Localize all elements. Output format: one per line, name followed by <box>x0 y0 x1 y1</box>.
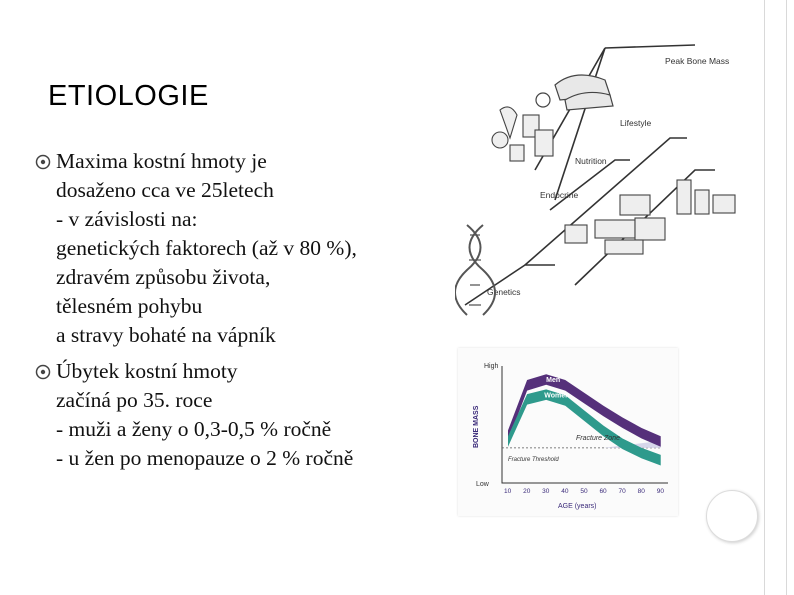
circle-bullet-icon <box>35 154 51 170</box>
series-band-men <box>508 374 661 447</box>
x-tick-label: 50 <box>580 488 588 495</box>
x-tick-label: 20 <box>523 488 531 495</box>
peak-bone-mass-figure: Peak Bone Mass Lifestyle Nutrition Endoc… <box>455 44 736 316</box>
ball-icon <box>535 92 551 108</box>
fracture-zone-label: Fracture Zone <box>576 435 620 442</box>
bottles-icon <box>564 179 736 255</box>
bone-mass-chart-frame: High Low BONE MASS AGE (years) Men Women … <box>458 348 678 516</box>
food-items-icon <box>491 106 554 162</box>
x-ticks: 10 20 30 40 50 60 70 80 90 <box>504 488 664 495</box>
bullet-line: a stravy bohaté na vápník <box>56 323 276 347</box>
bone-mass-chart: High Low BONE MASS AGE (years) MenWomen … <box>473 363 668 510</box>
bullet-item: Úbytek kostní hmoty začíná po 35. roce -… <box>34 357 434 473</box>
bullet-line: - u žen po menopauze o 2 % ročně <box>56 446 354 470</box>
label-peak-bone-mass: Peak Bone Mass <box>665 56 729 66</box>
x-tick-label: 30 <box>542 488 550 495</box>
bullet-line: dosaženo cca ve 25letech <box>56 178 274 202</box>
bullet-line: tělesném pohybu <box>56 294 203 318</box>
bullet-line: - muži a ženy o 0,3-0,5 % ročně <box>56 417 332 441</box>
y-axis-label: BONE MASS <box>473 405 480 448</box>
bullet-line: Úbytek kostní hmoty <box>56 359 238 383</box>
bullet-line: genetických faktorech (až v 80 %), <box>56 236 357 260</box>
slide-title: ETIOLOGIE <box>48 80 209 112</box>
x-tick-label: 40 <box>561 488 569 495</box>
series-band-women <box>508 389 661 466</box>
x-tick-label: 60 <box>599 488 607 495</box>
label-genetics: Genetics <box>487 287 521 297</box>
fracture-zone-band <box>603 440 661 448</box>
x-tick-label: 70 <box>619 488 627 495</box>
label-lifestyle: Lifestyle <box>620 118 651 128</box>
series-label-women: Women <box>544 392 569 399</box>
label-nutrition: Nutrition <box>575 156 607 166</box>
circle-bullet-icon <box>35 364 51 380</box>
series-label-men: Men <box>546 377 560 384</box>
frame-line <box>764 0 765 595</box>
frame-line <box>786 0 787 595</box>
x-tick-label: 90 <box>657 488 665 495</box>
decorative-circle <box>706 490 758 542</box>
bullet-line: začíná po 35. roce <box>56 388 213 412</box>
dna-helix-icon <box>455 224 496 316</box>
bullet-text: Maxima kostní hmoty je <box>56 147 267 176</box>
y-tick-high: High <box>484 363 499 370</box>
chart-series: Men Women <box>508 374 661 466</box>
sneakers-icon <box>554 74 614 111</box>
x-tick-label: 10 <box>504 488 512 495</box>
bullet-line: - v závislosti na: <box>56 207 198 231</box>
bullet-line: Maxima kostní hmoty je <box>56 149 267 173</box>
x-axis-label: AGE (years) <box>558 503 597 510</box>
fracture-threshold-label: Fracture Threshold <box>508 457 559 463</box>
label-endocrine: Endocrine <box>540 190 579 200</box>
bullet-text: Úbytek kostní hmoty <box>56 357 238 386</box>
axis-lines <box>501 366 668 484</box>
bullet-line: zdravém způsobu života, <box>56 265 271 289</box>
bullet-item: Maxima kostní hmoty je dosaženo cca ve 2… <box>34 147 434 350</box>
x-tick-label: 80 <box>638 488 646 495</box>
y-tick-low: Low <box>476 481 490 488</box>
